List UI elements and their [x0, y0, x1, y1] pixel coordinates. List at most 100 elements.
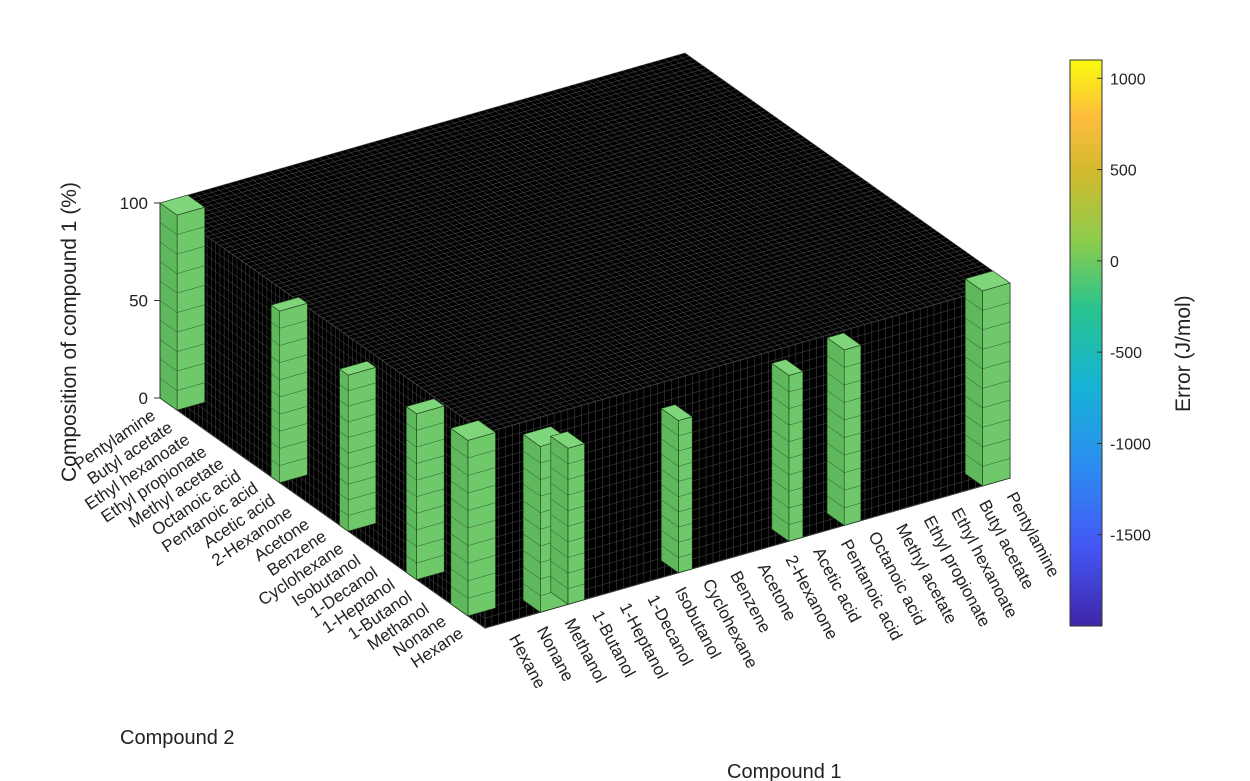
bar-gridline	[450, 498, 469, 511]
bar-cyclohexane	[660, 404, 693, 574]
mesh-line	[608, 74, 935, 305]
bar-gridline	[523, 533, 541, 547]
mesh-line	[301, 152, 827, 304]
bar-gridline	[348, 476, 376, 485]
bar-gridline	[279, 457, 308, 466]
bar-face-top	[405, 398, 445, 415]
bar-gridline	[159, 280, 178, 294]
bar-gridline	[567, 474, 585, 480]
mesh-line	[249, 116, 775, 267]
bar-gridline	[844, 397, 861, 403]
y-axis-title: Compound 2	[120, 727, 235, 749]
bar-gridline	[348, 429, 376, 438]
bar-gridline	[678, 538, 693, 543]
bar-gridline	[406, 505, 417, 514]
bar-gridline	[550, 560, 569, 574]
mesh-line	[429, 125, 755, 357]
bar-gridline	[159, 261, 178, 274]
bar-gridline	[844, 362, 861, 368]
bar-gridline	[339, 431, 349, 438]
mesh-line	[671, 56, 997, 288]
mesh-line	[477, 112, 803, 343]
bar-gridline	[826, 390, 845, 403]
mesh-line	[266, 128, 792, 279]
bar-gridline	[177, 246, 205, 255]
bar-gridline	[416, 488, 445, 497]
bar-gridline	[567, 568, 585, 574]
mesh-line	[322, 167, 848, 319]
bar-gridline	[406, 422, 417, 431]
mesh-line	[236, 107, 763, 258]
mesh-line	[636, 66, 962, 298]
bar-gridline	[771, 446, 790, 459]
bar-gridline	[348, 491, 376, 501]
mesh-line	[581, 82, 907, 313]
bar-gridline	[771, 495, 790, 509]
bar-gridline	[339, 446, 349, 454]
bar-gridline	[339, 478, 349, 485]
bar-gridline	[159, 319, 178, 333]
bar-gridline	[177, 324, 205, 333]
mesh-line	[245, 113, 771, 264]
bar-gridline	[844, 502, 861, 509]
bar-face-top	[660, 404, 693, 421]
bar-gridline	[550, 482, 569, 496]
bar-gridline	[523, 450, 541, 464]
bar-gridline	[661, 514, 679, 528]
bar-pentanoic	[270, 296, 309, 484]
mesh-line	[241, 110, 767, 261]
mesh-line	[198, 79, 724, 231]
mesh-line	[313, 161, 840, 313]
bar-gridline	[416, 505, 445, 514]
bar-gridline	[550, 467, 569, 480]
bar-gridline	[450, 445, 469, 459]
bar-gridline	[406, 456, 417, 464]
bar-gridline	[550, 451, 569, 465]
bar-octanoic	[826, 332, 862, 526]
bar-gridline	[467, 555, 496, 564]
bar-gridline	[450, 515, 469, 529]
bar-gridline	[826, 495, 845, 508]
mesh-line	[159, 397, 486, 629]
bar-gridline	[982, 360, 1011, 370]
z-tick-label: 50	[129, 292, 148, 311]
bar-gridline	[550, 545, 569, 558]
mesh-line	[283, 140, 810, 292]
mesh-line	[279, 137, 805, 288]
bar-gridline	[550, 514, 569, 527]
mesh-line	[539, 94, 866, 325]
bar-gridline	[467, 520, 496, 529]
mesh-line	[484, 110, 810, 341]
bar-gridline	[826, 477, 845, 491]
bar-gridline	[467, 467, 496, 476]
bar-gridline	[567, 458, 585, 465]
bar-gridline	[467, 484, 496, 494]
bar-gridline	[550, 576, 569, 589]
mesh-line	[595, 78, 921, 309]
mesh-line	[258, 122, 784, 273]
bar-gridline	[406, 555, 417, 564]
mesh-line	[588, 80, 914, 311]
bar-gridline	[678, 507, 693, 513]
bar-gridline	[348, 460, 376, 469]
bar-gridline	[339, 493, 349, 501]
bar-gridline	[467, 502, 496, 511]
bar-gridline	[826, 407, 845, 421]
mesh-line	[456, 117, 783, 349]
bar-gridline	[678, 492, 693, 497]
mesh-line	[677, 54, 1004, 286]
bar-gridline	[271, 459, 280, 466]
mesh-line	[484, 292, 1011, 443]
mesh-line	[172, 61, 698, 213]
bar-gridline	[567, 521, 585, 527]
bar-gridline	[965, 298, 983, 311]
bar-gridline	[788, 503, 803, 509]
bar-gridline	[771, 379, 790, 393]
bar-gridline	[406, 472, 417, 481]
bar-gridline	[982, 321, 1011, 331]
bar-gridline	[406, 539, 417, 547]
bar-gridline	[678, 462, 693, 467]
mesh-line	[512, 102, 838, 333]
bar-gridline	[844, 450, 861, 456]
